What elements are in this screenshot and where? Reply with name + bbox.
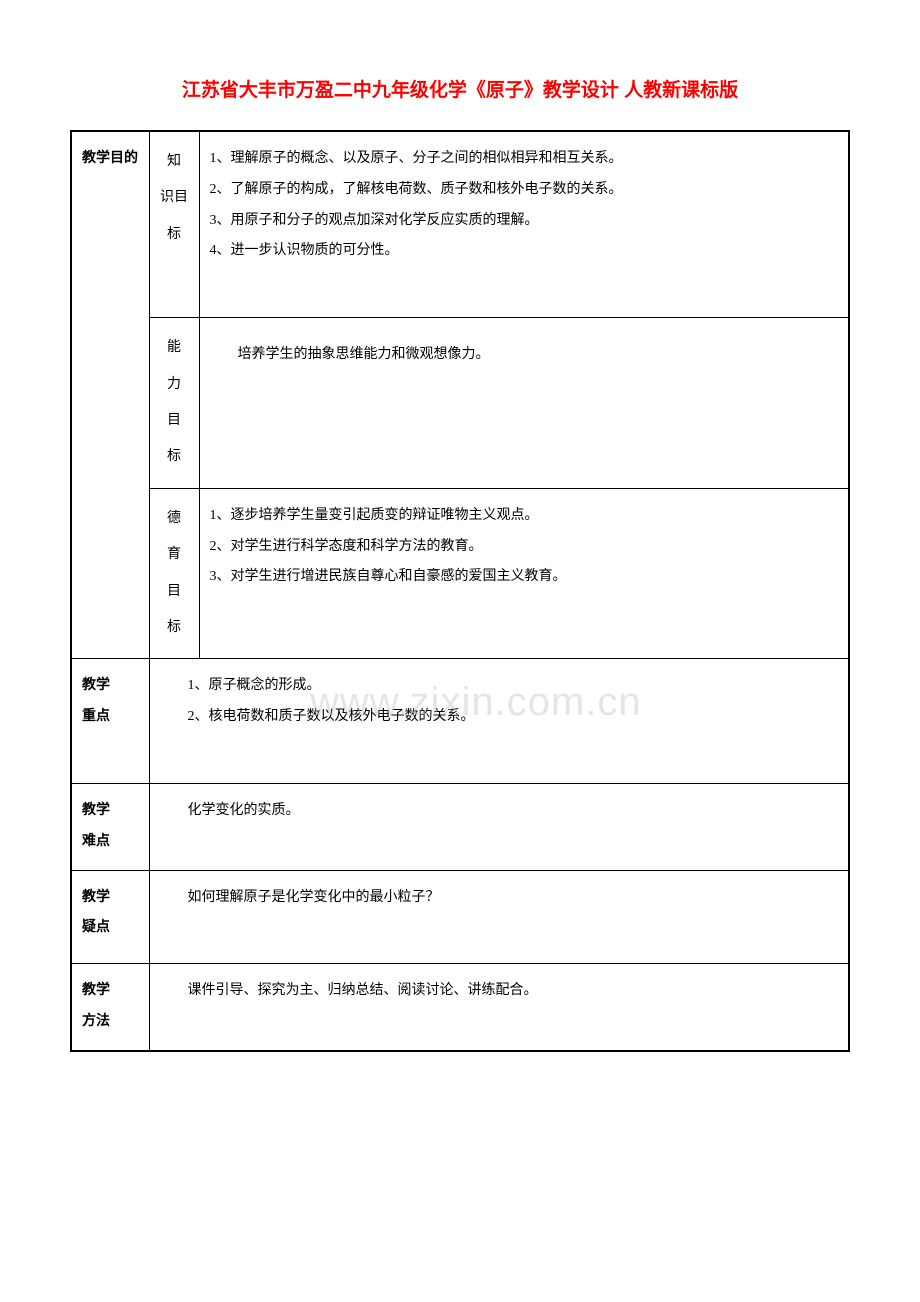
label-char: 标 <box>167 620 181 635</box>
cell-ability-goal-content: 培养学生的抽象思维能力和微观想像力。 <box>199 318 849 489</box>
label-line: 教学 <box>82 678 110 693</box>
label-char: 育 <box>167 547 181 562</box>
cell-difficult-points-label: 教学 难点 <box>71 783 149 870</box>
content-line: 3、对学生进行增进民族自尊心和自豪感的爱国主义教育。 <box>210 562 839 593</box>
content-line: 2、了解原子的构成，了解核电荷数、质子数和核外电子数的关系。 <box>210 175 839 206</box>
cell-method-content: 课件引导、探究为主、归纳总结、阅读讨论、讲练配合。 <box>149 964 849 1051</box>
label-char: 力 <box>167 377 181 392</box>
content-line: 3、用原子和分子的观点加深对化学反应实质的理解。 <box>210 206 839 237</box>
cell-doubt-points-label: 教学 疑点 <box>71 870 149 964</box>
page-container: www.zixin.com.cn 江苏省大丰市万盈二中九年级化学《原子》教学设计… <box>70 75 850 1052</box>
content-line: 如何理解原子是化学变化中的最小粒子？ <box>160 883 839 914</box>
label-char: 能 <box>167 340 181 355</box>
content-line: 1、理解原子的概念、以及原子、分子之间的相似相异和相互关系。 <box>210 144 839 175</box>
table-row: 德 育 目 标 1、逐步培养学生量变引起质变的辩证唯物主义观点。 2、对学生进行… <box>71 488 849 659</box>
cell-knowledge-goal-label: 知 识目 标 <box>149 131 199 318</box>
label-line: 方法 <box>82 1014 110 1029</box>
content-line: 1、原子概念的形成。 <box>160 671 839 702</box>
cell-teaching-purpose: 教学目的 <box>71 131 149 659</box>
label-line: 难点 <box>82 834 110 849</box>
lesson-plan-table: 教学目的 知 识目 标 1、理解原子的概念、以及原子、分子之间的相似相异和相互关… <box>70 130 850 1052</box>
label-line: 教学 <box>82 803 110 818</box>
label-char: 知 <box>167 154 181 169</box>
table-row: 教学 重点 1、原子概念的形成。 2、核电荷数和质子数以及核外电子数的关系。 <box>71 659 849 784</box>
cell-knowledge-goal-content: 1、理解原子的概念、以及原子、分子之间的相似相异和相互关系。 2、了解原子的构成… <box>199 131 849 318</box>
label-line: 教学 <box>82 983 110 998</box>
label-line: 疑点 <box>82 920 110 935</box>
label-line: 重点 <box>82 709 110 724</box>
content-line: 4、进一步认识物质的可分性。 <box>210 236 839 267</box>
label-char: 标 <box>167 227 181 242</box>
label-char: 目 <box>167 413 181 428</box>
cell-ability-goal-label: 能 力 目 标 <box>149 318 199 489</box>
content-line: 化学变化的实质。 <box>160 796 839 827</box>
table-row: 教学 难点 化学变化的实质。 <box>71 783 849 870</box>
cell-key-points-content: 1、原子概念的形成。 2、核电荷数和质子数以及核外电子数的关系。 <box>149 659 849 784</box>
content-line: 2、核电荷数和质子数以及核外电子数的关系。 <box>160 702 839 733</box>
label-char: 标 <box>167 449 181 464</box>
document-title: 江苏省大丰市万盈二中九年级化学《原子》教学设计 人教新课标版 <box>70 75 850 102</box>
table-row: 教学 方法 课件引导、探究为主、归纳总结、阅读讨论、讲练配合。 <box>71 964 849 1051</box>
label-char: 德 <box>167 511 181 526</box>
cell-moral-goal-label: 德 育 目 标 <box>149 488 199 659</box>
label-char: 目 <box>167 584 181 599</box>
cell-key-points-label: 教学 重点 <box>71 659 149 784</box>
cell-method-label: 教学 方法 <box>71 964 149 1051</box>
table-row: 教学 疑点 如何理解原子是化学变化中的最小粒子？ <box>71 870 849 964</box>
content-line: 培养学生的抽象思维能力和微观想像力。 <box>210 340 839 371</box>
content-line: 1、逐步培养学生量变引起质变的辩证唯物主义观点。 <box>210 501 839 532</box>
label-char: 识目 <box>160 190 188 205</box>
content-line: 课件引导、探究为主、归纳总结、阅读讨论、讲练配合。 <box>160 976 839 1007</box>
cell-difficult-points-content: 化学变化的实质。 <box>149 783 849 870</box>
cell-doubt-points-content: 如何理解原子是化学变化中的最小粒子？ <box>149 870 849 964</box>
table-row: 能 力 目 标 培养学生的抽象思维能力和微观想像力。 <box>71 318 849 489</box>
label-line: 教学 <box>82 890 110 905</box>
table-row: 教学目的 知 识目 标 1、理解原子的概念、以及原子、分子之间的相似相异和相互关… <box>71 131 849 318</box>
cell-moral-goal-content: 1、逐步培养学生量变引起质变的辩证唯物主义观点。 2、对学生进行科学态度和科学方… <box>199 488 849 659</box>
content-line: 2、对学生进行科学态度和科学方法的教育。 <box>210 532 839 563</box>
